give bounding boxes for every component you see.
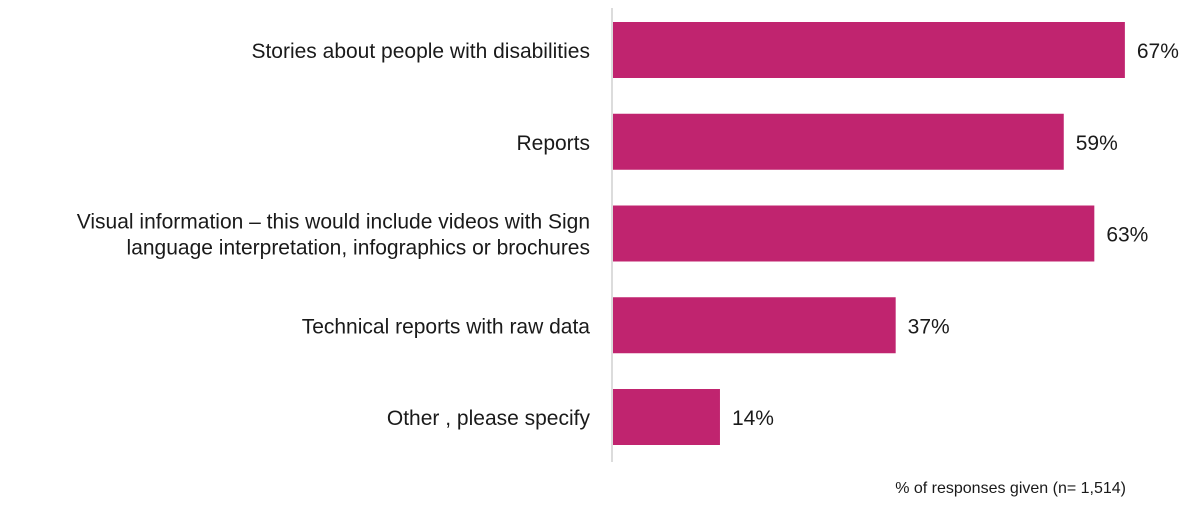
value-label-5: 14%	[732, 407, 774, 430]
category-label-line: Other , please specify	[387, 407, 591, 430]
category-labels-group: Stories about people with disabilities Re…	[77, 40, 591, 430]
category-label-line: Technical reports with raw data	[302, 315, 591, 338]
category-label-1: Stories about people with disabilities	[251, 40, 590, 63]
category-label-4: Technical reports with raw data	[302, 315, 591, 338]
value-label-2: 59%	[1076, 132, 1118, 155]
x-axis-label: % of responses given (n= 1,514)	[895, 480, 1126, 497]
category-label-3: Visual information – this would include …	[77, 211, 590, 260]
value-label-4: 37%	[908, 315, 950, 338]
bar-1	[613, 22, 1125, 78]
bars-group	[613, 22, 1125, 445]
category-label-2: Reports	[516, 132, 590, 155]
category-label-5: Other , please specify	[387, 407, 591, 430]
category-label-line: language interpretation, infographics or…	[127, 237, 590, 260]
bar-3	[613, 205, 1095, 262]
value-labels-group: 67% 59% 63% 37% 14%	[732, 40, 1179, 430]
value-label-3: 63%	[1106, 224, 1148, 247]
bar-2	[613, 113, 1064, 170]
category-label-line: Visual information – this would include …	[77, 211, 590, 234]
bar-5	[613, 389, 720, 445]
bar-4	[613, 297, 896, 354]
category-label-line: Stories about people with disabilities	[251, 40, 590, 63]
value-label-1: 67%	[1137, 40, 1179, 63]
category-label-line: Reports	[516, 132, 590, 155]
